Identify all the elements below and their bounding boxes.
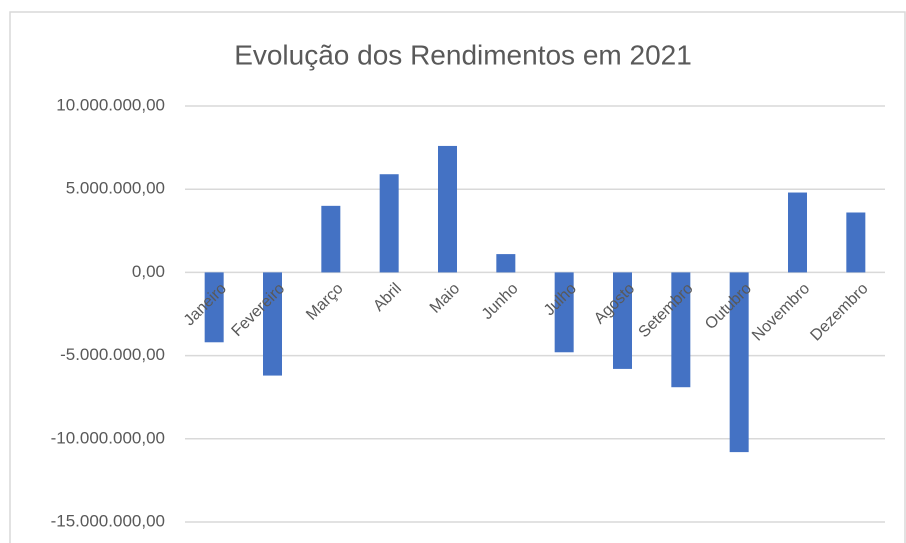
bar: [496, 254, 516, 273]
bar: [788, 192, 807, 273]
bar: [204, 272, 224, 343]
chart-title: Evolução dos Rendimentos em 2021: [234, 39, 692, 70]
y-tick-label: 5.000.000,00: [66, 179, 165, 198]
bar: [263, 272, 282, 376]
chart-frame: [9, 11, 906, 543]
y-tick-label: -15.000.000,00: [51, 511, 165, 530]
y-tick-label: -10.000.000,00: [51, 428, 165, 447]
bar: [438, 145, 457, 273]
bar: [846, 212, 866, 273]
bar: [671, 272, 691, 388]
bar: [729, 272, 749, 453]
bar: [379, 174, 399, 273]
bar: [554, 272, 574, 353]
bar: [613, 272, 632, 369]
y-tick-label: -5.000.000,00: [60, 345, 165, 364]
bar: [321, 205, 341, 273]
y-tick-label: 10.000.000,00: [56, 95, 165, 114]
y-tick-label: 0,00: [132, 262, 165, 281]
